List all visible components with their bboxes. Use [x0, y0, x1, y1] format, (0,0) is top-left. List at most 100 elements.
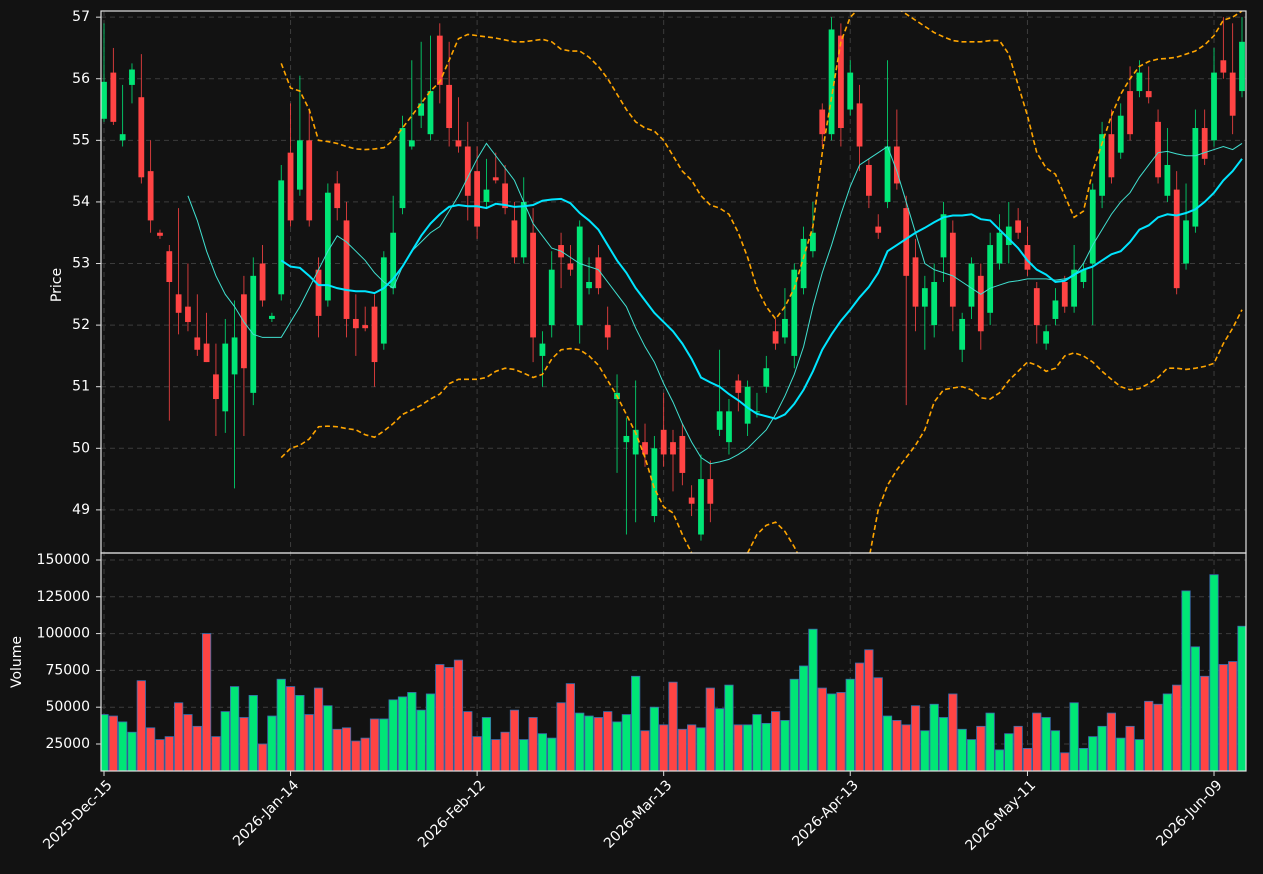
candle-body: [1183, 220, 1189, 264]
volume-bar: [397, 696, 408, 771]
volume-bar: [1032, 712, 1042, 771]
line-layer: [187, 11, 1243, 553]
volume-bar: [248, 695, 258, 771]
candle-body: [110, 72, 117, 122]
volume-bar: [1200, 675, 1210, 771]
candle-body: [567, 263, 574, 270]
volume-bar: [1050, 730, 1061, 771]
candle-body: [744, 386, 751, 424]
volume-bar: [1190, 646, 1200, 771]
volume-bar: [1209, 574, 1219, 771]
candle-body: [296, 140, 303, 190]
candle-body: [315, 269, 322, 316]
volume-bar: [715, 708, 725, 771]
volume-bar: [183, 714, 193, 771]
volume-bar: [976, 725, 986, 771]
volume-bar: [491, 739, 501, 771]
candle-body: [698, 479, 704, 535]
candle-body: [716, 411, 723, 430]
indicator-line: [280, 309, 1243, 553]
volume-bar: [285, 686, 296, 771]
volume-bar: [798, 665, 809, 771]
volume-bar: [239, 717, 249, 771]
volume-bar: [593, 717, 603, 771]
volume-bar: [1022, 748, 1033, 771]
candle-body: [380, 257, 387, 344]
volume-bar: [929, 703, 939, 771]
candle-body: [1052, 300, 1059, 319]
candle-body: [632, 429, 639, 455]
candle-body: [688, 497, 695, 504]
candle-body: [269, 315, 275, 319]
volume-bar: [202, 633, 212, 771]
candle-body: [436, 35, 443, 85]
candle-body: [1211, 72, 1217, 141]
candle-body: [810, 232, 816, 252]
candle-body: [287, 152, 294, 221]
candle-body: [726, 411, 732, 443]
candle-body: [222, 343, 229, 412]
volume-bar: [313, 687, 324, 771]
volume-bar: [1134, 739, 1144, 771]
volume-bar: [1181, 590, 1191, 771]
candle-body: [1136, 72, 1143, 92]
volume-bar: [416, 709, 426, 771]
volume-tick-label: 150000: [37, 552, 90, 568]
volume-bar: [612, 721, 622, 771]
volume-bar: [724, 684, 734, 771]
candle-body: [1043, 331, 1050, 344]
volume-bar: [155, 739, 165, 771]
volume-bar: [910, 705, 921, 771]
y-tick-label: 50: [72, 440, 90, 456]
candle-body: [119, 134, 126, 141]
volume-bar: [267, 715, 277, 771]
volume-bar: [668, 681, 678, 771]
volume-bar: [957, 728, 967, 771]
volume-bar: [136, 680, 146, 771]
candle-body: [604, 325, 611, 338]
candle-body: [390, 232, 397, 289]
candle-body: [931, 282, 938, 326]
volume-bar: [556, 702, 566, 771]
candle-body: [231, 337, 238, 375]
volume-tick-label: 25000: [45, 736, 90, 752]
candle-body: [324, 192, 331, 301]
volume-bar: [211, 736, 221, 771]
candle-body: [334, 183, 341, 209]
candle-body: [772, 331, 779, 344]
candle-body: [800, 238, 807, 289]
y-tick-label: 51: [72, 379, 90, 395]
volume-bar: [649, 706, 659, 771]
candle-body: [101, 81, 107, 119]
volume-bar: [789, 678, 799, 771]
volume-bar: [192, 725, 202, 771]
volume-axis-label: Volume: [9, 636, 25, 688]
volume-bar: [472, 736, 482, 771]
candle-body: [763, 368, 770, 387]
volume-bar: [1228, 661, 1238, 771]
volume-bar: [1069, 702, 1079, 771]
volume-bar: [1218, 664, 1228, 771]
volume-bar: [565, 683, 575, 771]
volume-bar: [892, 720, 902, 771]
candle-body: [520, 201, 527, 258]
candle-body: [418, 103, 425, 116]
candle-body: [278, 180, 285, 295]
volume-bar: [1237, 625, 1246, 771]
candle-body: [511, 220, 518, 258]
candle-body: [707, 479, 714, 504]
volume-bar: [360, 737, 370, 771]
candle-body: [1127, 91, 1133, 135]
candle-body: [642, 442, 648, 455]
indicator-line: [280, 158, 1243, 420]
volume-bar: [631, 675, 641, 771]
volume-tick-label: 50000: [45, 699, 90, 715]
y-tick-label: 49: [72, 502, 90, 518]
volume-bar: [696, 727, 706, 771]
x-tick-label: 2026-Jun-09: [1153, 777, 1225, 849]
volume-bar: [1125, 725, 1135, 771]
candle-body: [903, 208, 910, 276]
volume-bar: [882, 715, 893, 771]
volume-bar: [584, 715, 594, 771]
